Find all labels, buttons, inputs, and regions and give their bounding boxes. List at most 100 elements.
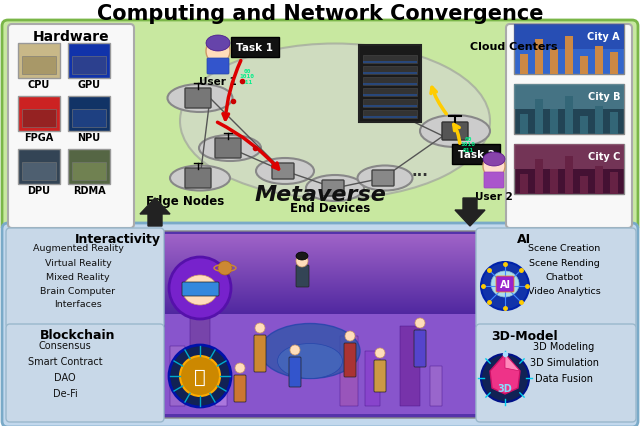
FancyBboxPatch shape bbox=[363, 106, 417, 108]
Text: 3D: 3D bbox=[498, 383, 513, 393]
FancyBboxPatch shape bbox=[165, 311, 476, 312]
Ellipse shape bbox=[235, 363, 245, 373]
Ellipse shape bbox=[481, 354, 529, 402]
Ellipse shape bbox=[170, 166, 230, 191]
FancyBboxPatch shape bbox=[165, 246, 476, 248]
FancyBboxPatch shape bbox=[234, 375, 246, 402]
FancyBboxPatch shape bbox=[165, 243, 476, 245]
FancyBboxPatch shape bbox=[165, 252, 476, 253]
Ellipse shape bbox=[255, 323, 265, 333]
Ellipse shape bbox=[256, 158, 314, 184]
Text: 3D Simulation: 3D Simulation bbox=[529, 357, 598, 367]
FancyBboxPatch shape bbox=[165, 271, 476, 272]
Text: CPU: CPU bbox=[28, 80, 50, 90]
FancyBboxPatch shape bbox=[165, 289, 476, 290]
FancyBboxPatch shape bbox=[165, 257, 476, 259]
FancyBboxPatch shape bbox=[165, 287, 476, 288]
FancyBboxPatch shape bbox=[580, 57, 588, 75]
FancyBboxPatch shape bbox=[514, 145, 624, 170]
Ellipse shape bbox=[218, 262, 232, 275]
FancyBboxPatch shape bbox=[165, 279, 476, 280]
FancyBboxPatch shape bbox=[565, 97, 573, 135]
FancyBboxPatch shape bbox=[165, 285, 476, 286]
FancyBboxPatch shape bbox=[610, 173, 618, 195]
Ellipse shape bbox=[260, 324, 360, 379]
FancyBboxPatch shape bbox=[165, 303, 476, 304]
FancyBboxPatch shape bbox=[165, 304, 476, 305]
FancyBboxPatch shape bbox=[165, 259, 476, 260]
Ellipse shape bbox=[169, 345, 231, 407]
FancyBboxPatch shape bbox=[165, 269, 476, 271]
FancyBboxPatch shape bbox=[374, 360, 386, 392]
Ellipse shape bbox=[483, 153, 505, 167]
FancyBboxPatch shape bbox=[165, 273, 476, 274]
FancyBboxPatch shape bbox=[165, 307, 476, 308]
Ellipse shape bbox=[206, 39, 230, 65]
Text: Augmented Reality: Augmented Reality bbox=[33, 244, 124, 253]
FancyBboxPatch shape bbox=[165, 265, 476, 266]
Text: ₿: ₿ bbox=[194, 367, 206, 386]
FancyBboxPatch shape bbox=[165, 270, 476, 271]
FancyBboxPatch shape bbox=[165, 310, 476, 311]
FancyBboxPatch shape bbox=[565, 157, 573, 195]
FancyBboxPatch shape bbox=[207, 59, 229, 75]
FancyBboxPatch shape bbox=[165, 282, 476, 283]
Text: City C: City C bbox=[588, 152, 620, 161]
FancyBboxPatch shape bbox=[22, 110, 56, 128]
FancyBboxPatch shape bbox=[414, 330, 426, 367]
FancyBboxPatch shape bbox=[363, 62, 417, 64]
FancyBboxPatch shape bbox=[170, 346, 185, 406]
FancyBboxPatch shape bbox=[165, 239, 476, 240]
FancyBboxPatch shape bbox=[363, 84, 417, 86]
Text: AI: AI bbox=[499, 279, 511, 289]
FancyBboxPatch shape bbox=[476, 324, 636, 422]
FancyBboxPatch shape bbox=[165, 295, 476, 296]
FancyBboxPatch shape bbox=[165, 301, 476, 302]
FancyBboxPatch shape bbox=[18, 97, 60, 132]
FancyBboxPatch shape bbox=[165, 302, 476, 303]
FancyBboxPatch shape bbox=[22, 57, 56, 75]
FancyBboxPatch shape bbox=[595, 167, 603, 195]
Text: 00
1010
011: 00 1010 011 bbox=[239, 69, 255, 85]
FancyBboxPatch shape bbox=[6, 228, 164, 328]
FancyBboxPatch shape bbox=[363, 111, 417, 119]
Text: AI: AI bbox=[517, 233, 531, 246]
FancyBboxPatch shape bbox=[165, 299, 476, 300]
FancyBboxPatch shape bbox=[452, 145, 500, 164]
Ellipse shape bbox=[290, 345, 300, 355]
FancyBboxPatch shape bbox=[165, 264, 476, 265]
FancyBboxPatch shape bbox=[165, 313, 476, 314]
FancyBboxPatch shape bbox=[165, 277, 476, 278]
FancyBboxPatch shape bbox=[165, 296, 476, 297]
FancyBboxPatch shape bbox=[535, 40, 543, 75]
FancyBboxPatch shape bbox=[165, 238, 476, 239]
Text: 3D Modeling: 3D Modeling bbox=[533, 341, 595, 351]
FancyBboxPatch shape bbox=[165, 308, 476, 309]
Text: Video Analytics: Video Analytics bbox=[527, 286, 600, 295]
Ellipse shape bbox=[296, 253, 308, 260]
FancyBboxPatch shape bbox=[18, 44, 60, 79]
Text: De-Fi: De-Fi bbox=[52, 388, 77, 398]
FancyBboxPatch shape bbox=[272, 164, 294, 180]
Text: Scene Rending: Scene Rending bbox=[529, 258, 600, 267]
Text: Cloud Centers: Cloud Centers bbox=[470, 42, 557, 52]
FancyBboxPatch shape bbox=[610, 113, 618, 135]
FancyBboxPatch shape bbox=[165, 255, 476, 256]
FancyBboxPatch shape bbox=[2, 224, 638, 426]
Ellipse shape bbox=[345, 331, 355, 341]
Text: User 1: User 1 bbox=[199, 77, 237, 87]
FancyBboxPatch shape bbox=[165, 306, 476, 307]
FancyBboxPatch shape bbox=[165, 263, 476, 265]
Polygon shape bbox=[455, 199, 485, 227]
FancyBboxPatch shape bbox=[520, 115, 528, 135]
Polygon shape bbox=[140, 199, 170, 227]
Text: Metaverse: Metaverse bbox=[254, 184, 386, 204]
FancyBboxPatch shape bbox=[165, 268, 476, 269]
FancyBboxPatch shape bbox=[165, 292, 476, 294]
Text: Chatbot: Chatbot bbox=[545, 272, 583, 281]
FancyBboxPatch shape bbox=[165, 236, 476, 237]
Ellipse shape bbox=[306, 176, 364, 201]
Text: Interactivity: Interactivity bbox=[75, 233, 161, 246]
FancyBboxPatch shape bbox=[165, 258, 476, 259]
FancyBboxPatch shape bbox=[520, 175, 528, 195]
